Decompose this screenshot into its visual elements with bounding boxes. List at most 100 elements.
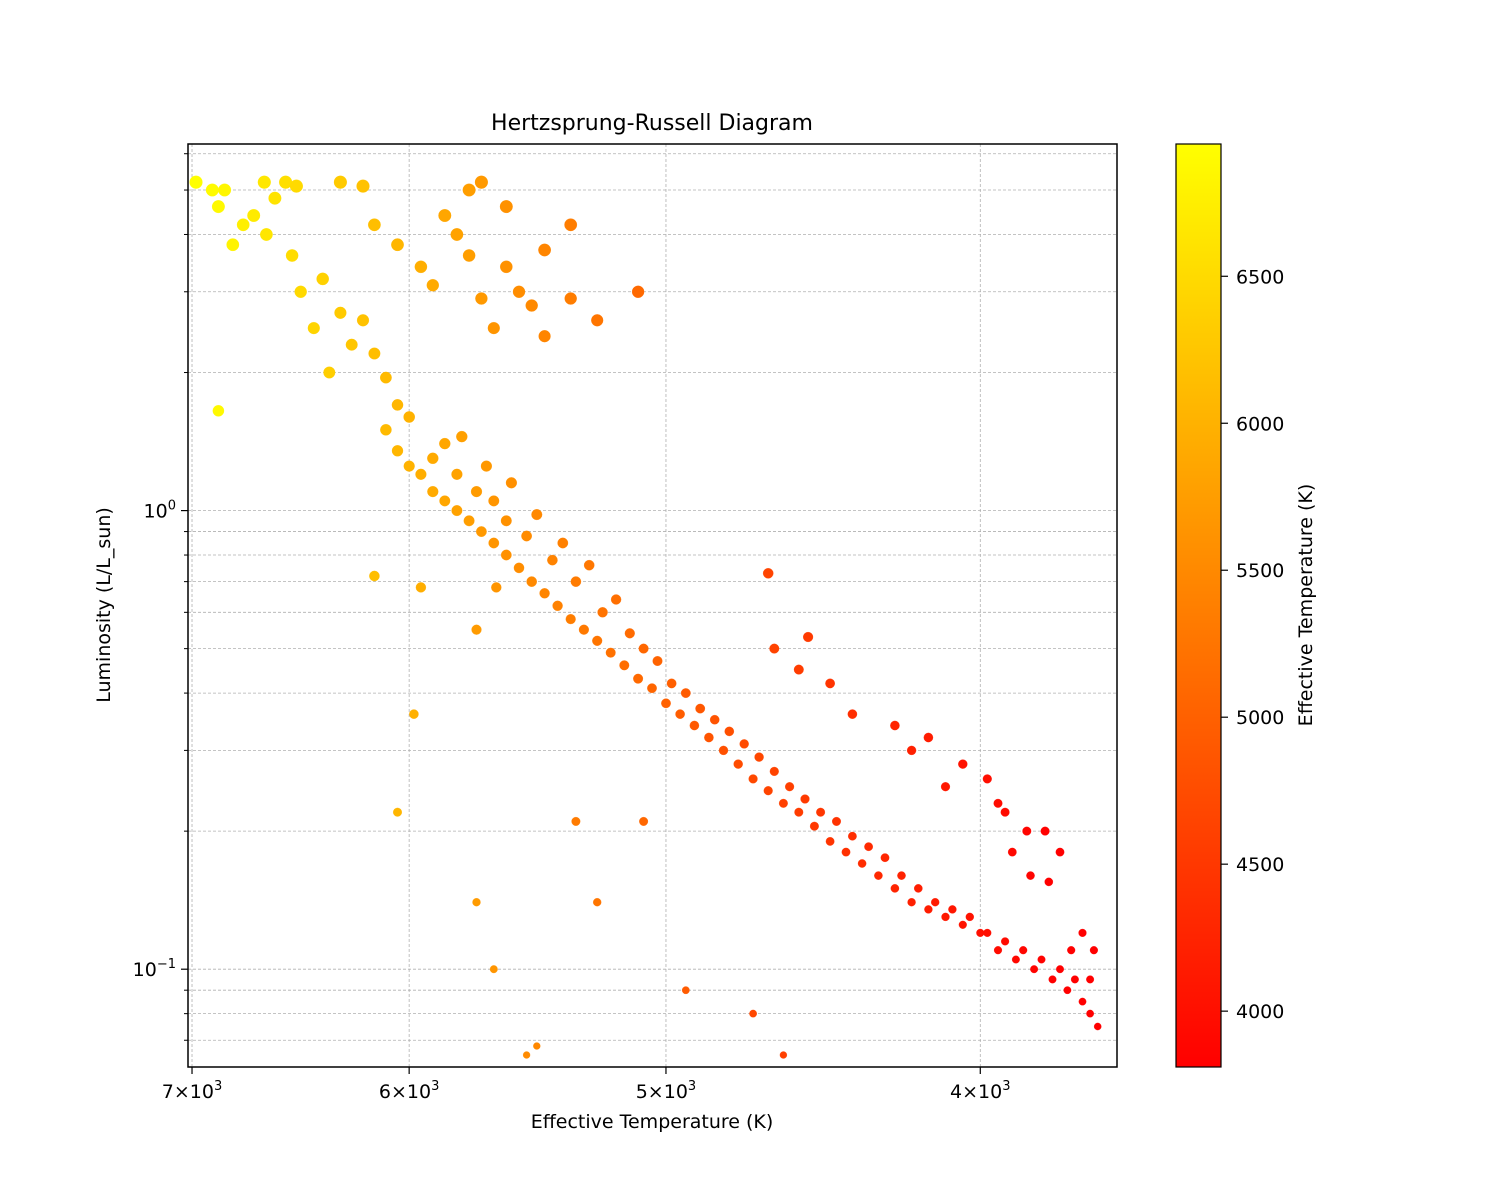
data-point	[923, 732, 934, 743]
data-point	[260, 228, 273, 241]
data-point	[356, 314, 370, 327]
scatter-points	[189, 175, 1102, 1059]
data-point	[522, 1051, 531, 1059]
x-tick-label: 5×103	[636, 1079, 696, 1103]
y-axis-ticks: 100 10−1	[133, 153, 188, 1041]
data-point	[521, 530, 532, 542]
y-axis-label: Luminosity (L/L_sun)	[93, 507, 115, 703]
data-point	[597, 607, 608, 618]
data-point	[368, 347, 381, 360]
colorbar-tick-label: 6500	[1236, 266, 1284, 288]
data-point	[864, 842, 873, 852]
data-point	[857, 859, 867, 868]
data-point	[739, 739, 749, 749]
data-point	[307, 322, 320, 335]
data-point	[538, 243, 551, 257]
chart-title: Hertzsprung-Russell Diagram	[491, 111, 813, 136]
x-tick-label: 6×103	[379, 1079, 439, 1103]
data-point	[638, 643, 649, 654]
data-point	[552, 600, 563, 611]
data-point	[583, 559, 595, 571]
y-tick-label: 10−1	[133, 957, 176, 981]
data-point	[345, 338, 358, 351]
data-point	[380, 424, 392, 436]
data-point	[247, 209, 261, 222]
data-point	[451, 505, 463, 517]
data-point	[941, 912, 950, 922]
data-point	[982, 774, 992, 784]
data-point	[368, 218, 381, 232]
data-point	[450, 228, 464, 241]
data-point	[619, 660, 630, 671]
data-point	[285, 249, 299, 262]
data-point	[463, 515, 475, 527]
data-point	[1048, 975, 1057, 984]
data-point	[289, 179, 303, 193]
data-point	[1007, 847, 1017, 857]
data-point	[316, 272, 329, 286]
data-point	[1000, 807, 1010, 817]
data-point	[427, 452, 439, 464]
data-point	[890, 720, 900, 731]
data-point	[578, 624, 589, 635]
data-point	[474, 175, 488, 189]
data-point	[533, 1042, 541, 1050]
data-point	[1067, 946, 1076, 955]
data-point	[1001, 937, 1010, 946]
data-point	[914, 884, 923, 893]
data-point	[841, 847, 851, 857]
data-point	[472, 898, 481, 907]
data-point	[1063, 986, 1072, 995]
x-tick-label: 4×103	[950, 1079, 1010, 1103]
data-point	[489, 965, 498, 974]
data-point	[785, 782, 795, 792]
data-point	[1056, 965, 1064, 974]
data-point	[605, 647, 616, 658]
data-point	[983, 928, 992, 937]
data-point	[462, 249, 476, 262]
data-point	[958, 920, 967, 929]
data-point	[391, 399, 404, 411]
data-point	[438, 209, 452, 222]
data-point	[470, 486, 483, 498]
data-point	[391, 238, 404, 252]
data-point	[993, 798, 1003, 808]
data-point	[993, 946, 1003, 955]
grid-lines	[188, 144, 1117, 1067]
x-tick-label: 7×103	[162, 1079, 222, 1103]
data-point	[205, 183, 219, 197]
data-point	[488, 537, 500, 549]
data-point	[571, 816, 581, 826]
data-point	[488, 495, 500, 507]
data-point	[1011, 955, 1020, 964]
data-point	[294, 285, 307, 298]
data-point	[512, 285, 526, 298]
colorbar-tick-label: 5000	[1236, 707, 1284, 729]
data-point	[1086, 975, 1095, 984]
data-point	[965, 912, 974, 922]
data-point	[539, 588, 550, 599]
data-point	[426, 279, 439, 292]
data-point	[724, 726, 735, 737]
data-point	[793, 664, 804, 675]
data-point	[557, 537, 569, 549]
data-point	[334, 306, 347, 319]
data-point	[393, 807, 402, 817]
data-point	[748, 774, 758, 784]
data-point	[754, 752, 764, 762]
data-point	[500, 260, 513, 274]
data-point	[268, 191, 282, 205]
data-point	[769, 766, 779, 776]
data-point	[218, 183, 232, 197]
data-point	[633, 673, 644, 684]
data-point	[211, 200, 225, 214]
data-point	[257, 175, 271, 189]
data-point	[661, 698, 671, 709]
colorbar	[1175, 143, 1222, 1068]
data-point	[415, 468, 427, 480]
data-point	[1078, 928, 1087, 937]
data-point	[526, 576, 537, 587]
data-point	[1019, 946, 1028, 955]
data-point	[847, 709, 858, 719]
